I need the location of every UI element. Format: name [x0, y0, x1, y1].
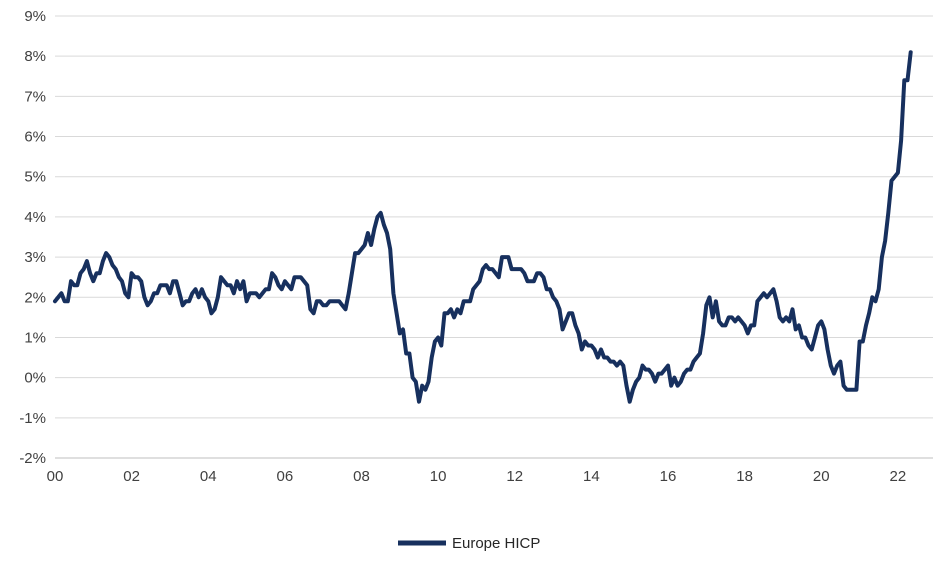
y-axis-tick-label: 6%	[24, 129, 46, 146]
x-axis-tick-label: 00	[47, 468, 64, 485]
x-axis-tick-label: 16	[660, 468, 677, 485]
x-axis-tick-label: 08	[353, 468, 370, 485]
y-axis-tick-label: 2%	[24, 289, 46, 306]
y-axis-tick-label: -2%	[19, 450, 46, 467]
hicp-series-line	[53, 50, 913, 404]
x-axis-tick-label: 06	[277, 468, 294, 485]
x-axis-tick-label: 02	[123, 468, 140, 485]
x-axis-tick-label: 10	[430, 468, 447, 485]
legend-label: Europe HICP	[452, 535, 540, 552]
y-axis-tick-label: 7%	[24, 88, 46, 105]
y-axis-tick-label: 4%	[24, 209, 46, 226]
y-axis-tick-label: 0%	[24, 370, 46, 387]
y-axis-tick-label: 5%	[24, 169, 46, 186]
gridlines	[55, 15, 933, 459]
x-axis-labels: 00 02 04 06 08 10 12 14 16 18 20 22	[47, 468, 907, 485]
x-axis-tick-label: 12	[506, 468, 523, 485]
y-axis-tick-label: 3%	[24, 249, 46, 266]
y-axis-tick-label: 8%	[24, 48, 46, 65]
x-axis-tick-label: 22	[890, 468, 907, 485]
x-axis-tick-label: 14	[583, 468, 600, 485]
y-axis-tick-label: 9%	[24, 8, 46, 25]
x-axis-tick-label: 18	[736, 468, 753, 485]
y-axis-labels: -2% -1% 0% 1% 2% 3% 4% 5% 6% 7% 8% 9%	[19, 8, 46, 467]
legend: Europe HICP	[398, 535, 540, 552]
y-axis-tick-label: -1%	[19, 410, 46, 427]
x-axis-tick-label: 04	[200, 468, 217, 485]
y-axis-tick-label: 1%	[24, 329, 46, 346]
x-axis-tick-label: 20	[813, 468, 830, 485]
